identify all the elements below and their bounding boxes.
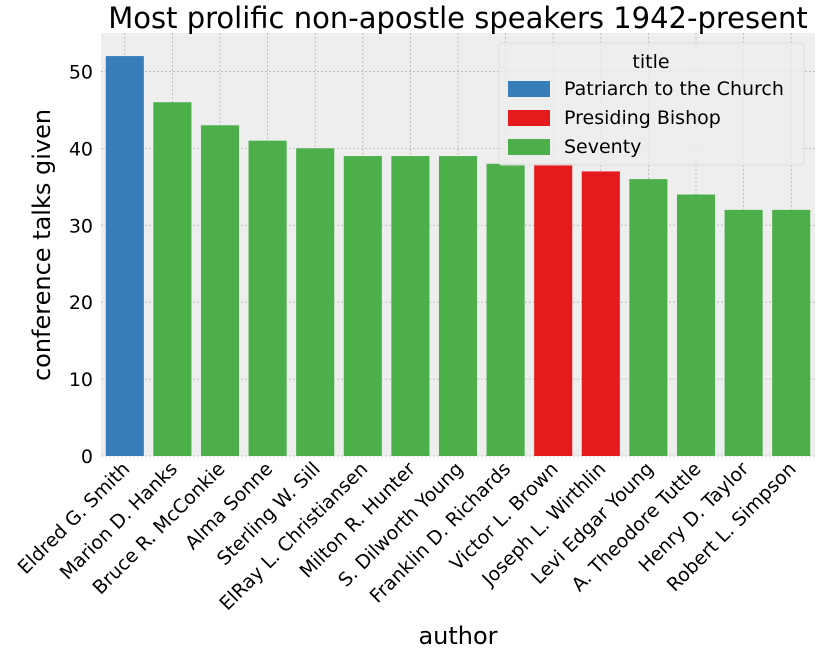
- bar: [486, 163, 525, 456]
- y-tick-label: 40: [69, 138, 93, 160]
- bar: [724, 209, 763, 456]
- legend: title Patriarch to the Church Presiding B…: [498, 42, 805, 166]
- y-tick-label: 10: [69, 369, 93, 391]
- legend-label: Patriarch to the Church: [564, 78, 784, 100]
- y-tick-label: 20: [69, 292, 93, 314]
- legend-swatch: [508, 110, 550, 126]
- bar: [581, 171, 620, 456]
- legend-label: Seventy: [564, 136, 641, 158]
- y-tick-label: 0: [81, 446, 93, 468]
- y-axis-label: conference talks given: [28, 109, 56, 381]
- bar: [105, 56, 144, 457]
- y-tick-label: 30: [69, 215, 93, 237]
- bar: [296, 148, 335, 456]
- y-tick-label: 50: [69, 61, 93, 83]
- legend-swatch: [508, 139, 550, 155]
- legend-title: title: [632, 51, 669, 73]
- bar: [676, 194, 716, 456]
- legend-swatch: [508, 81, 550, 97]
- bar: [438, 156, 478, 456]
- bar: [248, 140, 287, 456]
- bar: [391, 156, 430, 456]
- bar: [343, 156, 382, 456]
- bar: [200, 125, 240, 457]
- y-axis-ticks: 0 10 20 30 40 50: [69, 61, 93, 468]
- bar: [534, 163, 573, 456]
- x-axis-label: author: [418, 622, 497, 650]
- bars: [105, 56, 811, 457]
- bar: [629, 179, 668, 457]
- legend-label: Presiding Bishop: [564, 107, 721, 129]
- legend-box: [498, 42, 805, 166]
- bar: [153, 102, 192, 456]
- chart-title: Most prolific non-apostle speakers 1942-…: [108, 1, 807, 35]
- bar: [772, 209, 811, 456]
